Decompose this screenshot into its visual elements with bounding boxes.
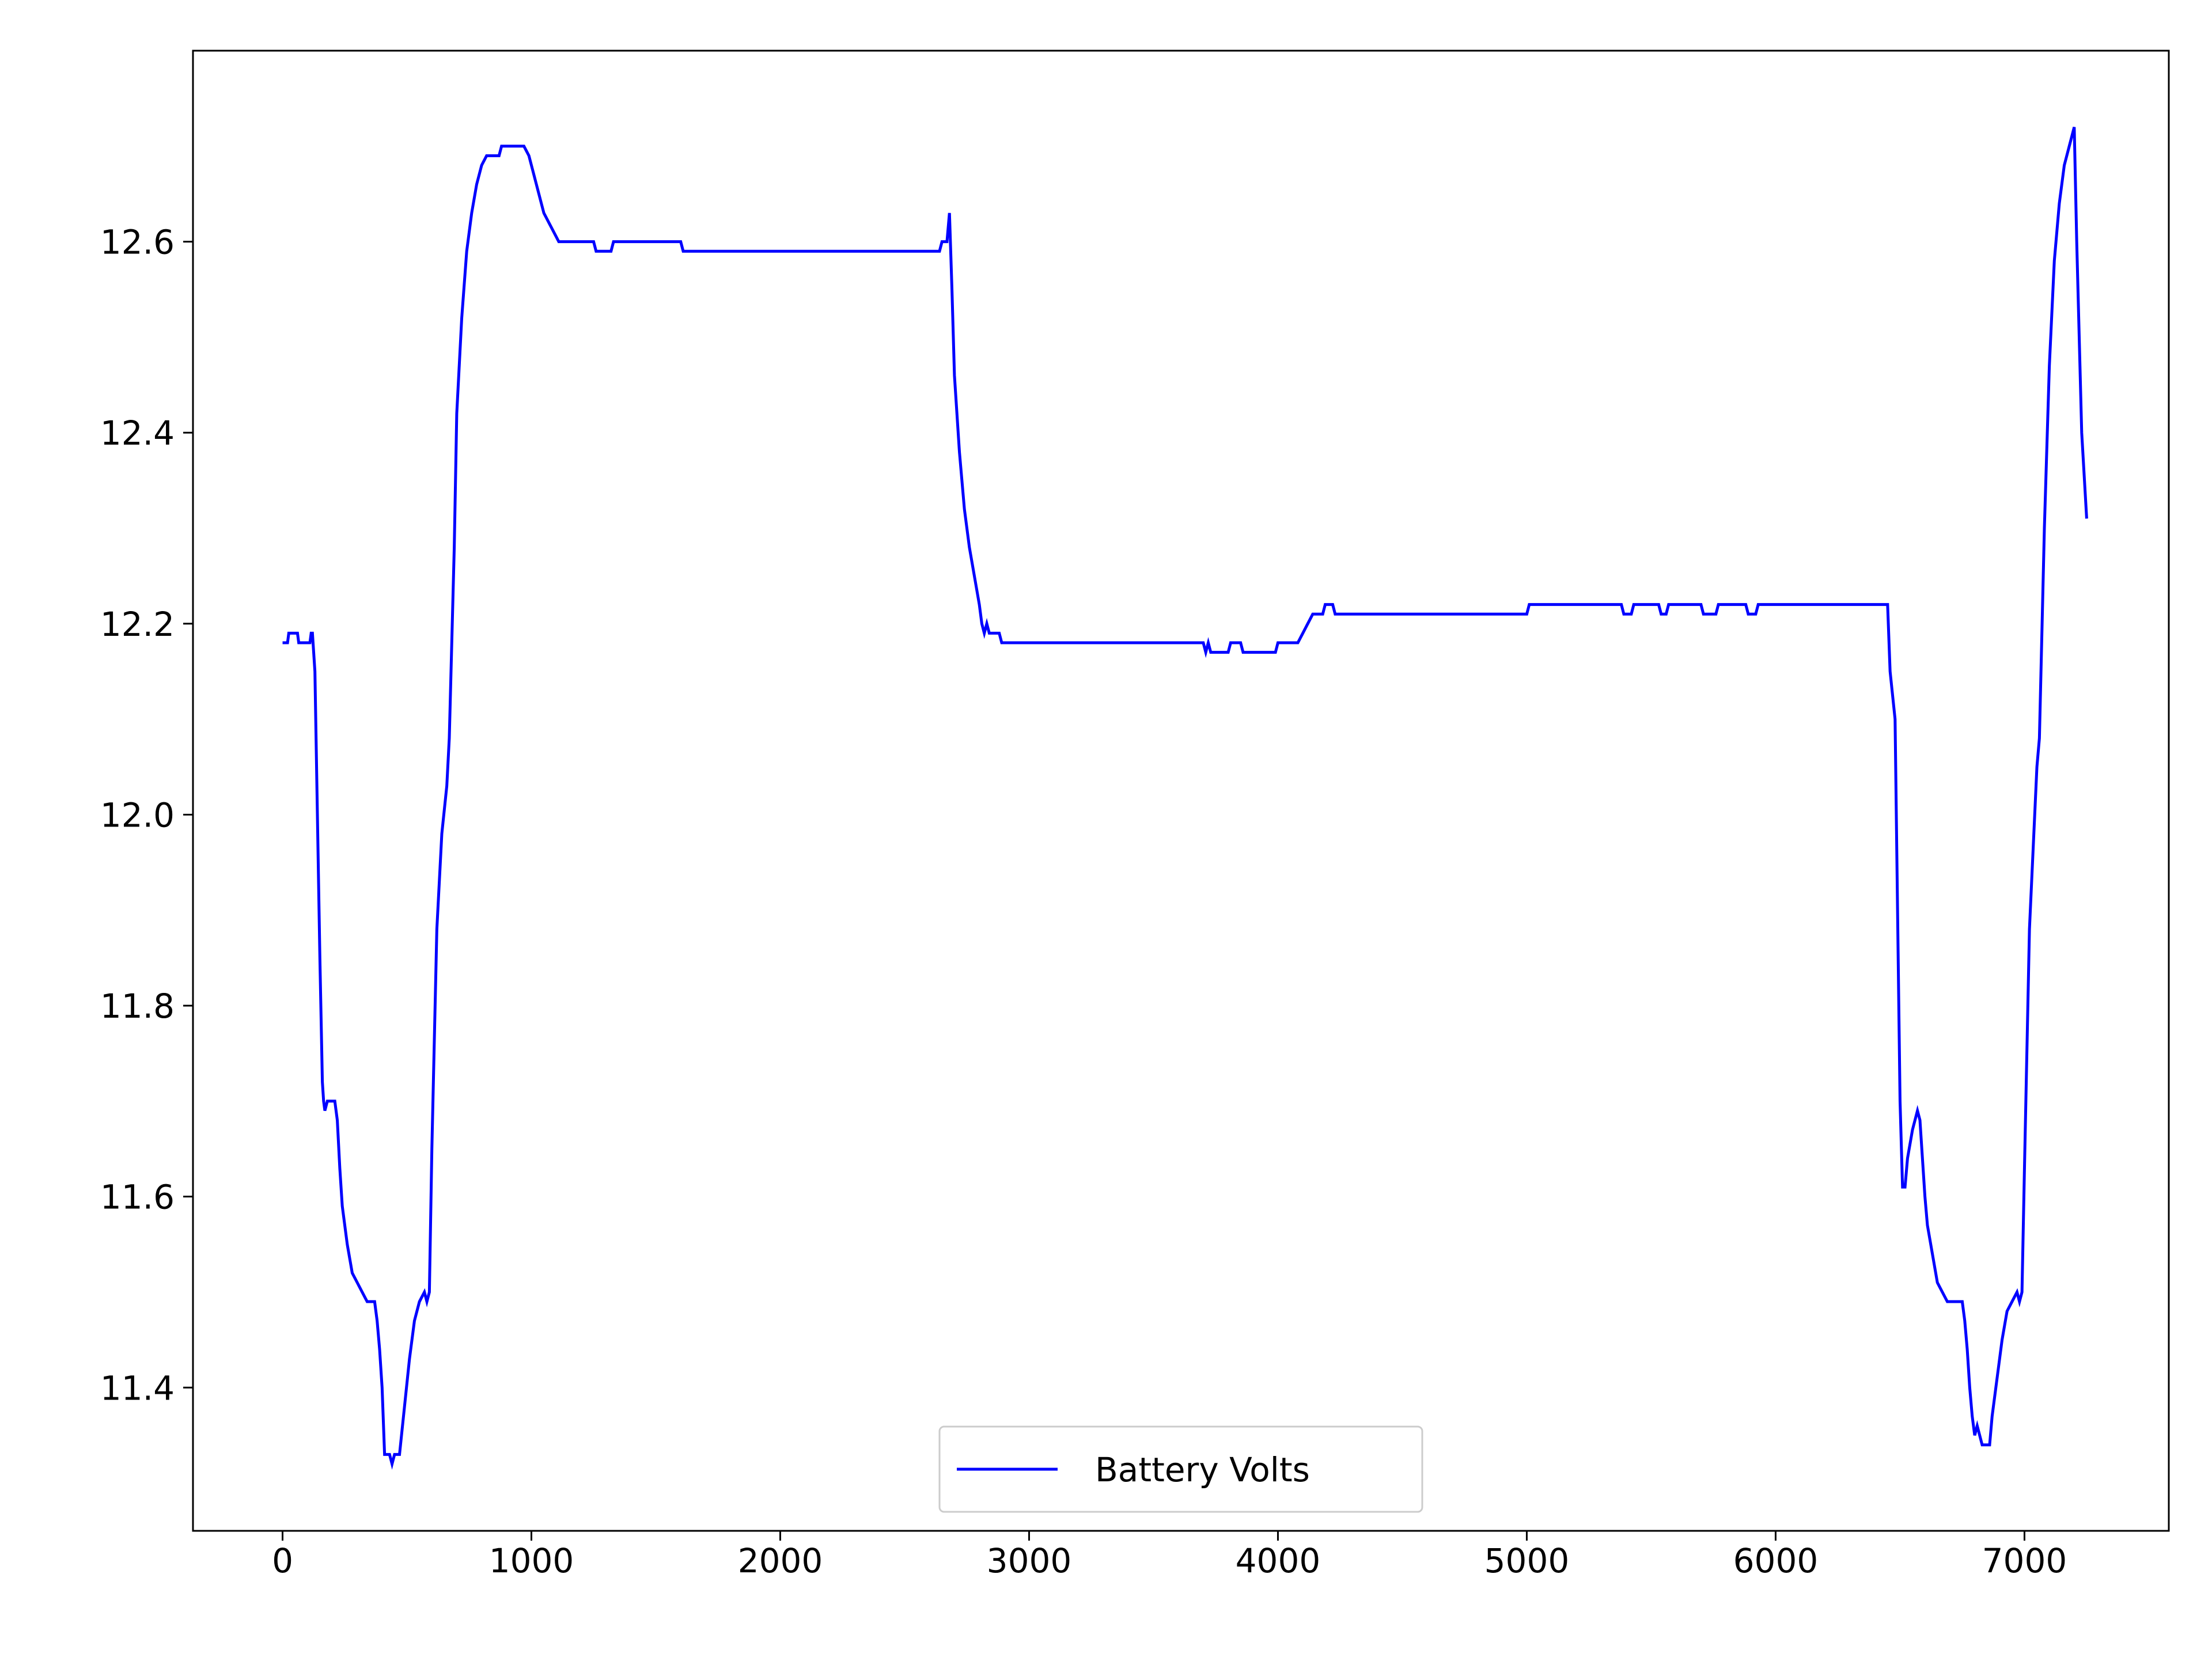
legend-box (938, 1425, 1423, 1513)
series-line-0 (282, 127, 2088, 1470)
y-axis: 11.4 11.6 11.8 12.0 12.2 12.4 12.6 (100, 223, 193, 1408)
legend: Battery Volts (938, 1425, 1423, 1513)
x-tick-label: 7000 (1982, 1541, 2067, 1580)
x-tick-label: 3000 (987, 1541, 1072, 1580)
y-tick-label: 11.4 (100, 1368, 175, 1408)
plot-area-frame (192, 50, 2170, 1532)
series-layer (282, 127, 2088, 1470)
x-tick-label: 2000 (738, 1541, 823, 1580)
y-tick-label: 12.4 (100, 414, 175, 453)
y-tick-label: 12.6 (100, 223, 175, 262)
y-tick-label: 11.8 (100, 987, 175, 1026)
x-tick-label: 1000 (489, 1541, 574, 1580)
x-tick-label: 5000 (1484, 1541, 1570, 1580)
y-tick-label: 11.6 (100, 1178, 175, 1217)
y-tick-label: 12.2 (100, 605, 175, 644)
plot-area-background (193, 51, 2169, 1531)
y-tick-label: 12.0 (100, 795, 175, 835)
legend-label: Battery Volts (1095, 1450, 1310, 1489)
x-axis: 0 1000 2000 3000 4000 5000 6000 7000 (272, 1531, 2067, 1580)
x-tick-label: 6000 (1733, 1541, 1819, 1580)
x-tick-label: 4000 (1236, 1541, 1321, 1580)
x-tick-label: 0 (272, 1541, 293, 1580)
